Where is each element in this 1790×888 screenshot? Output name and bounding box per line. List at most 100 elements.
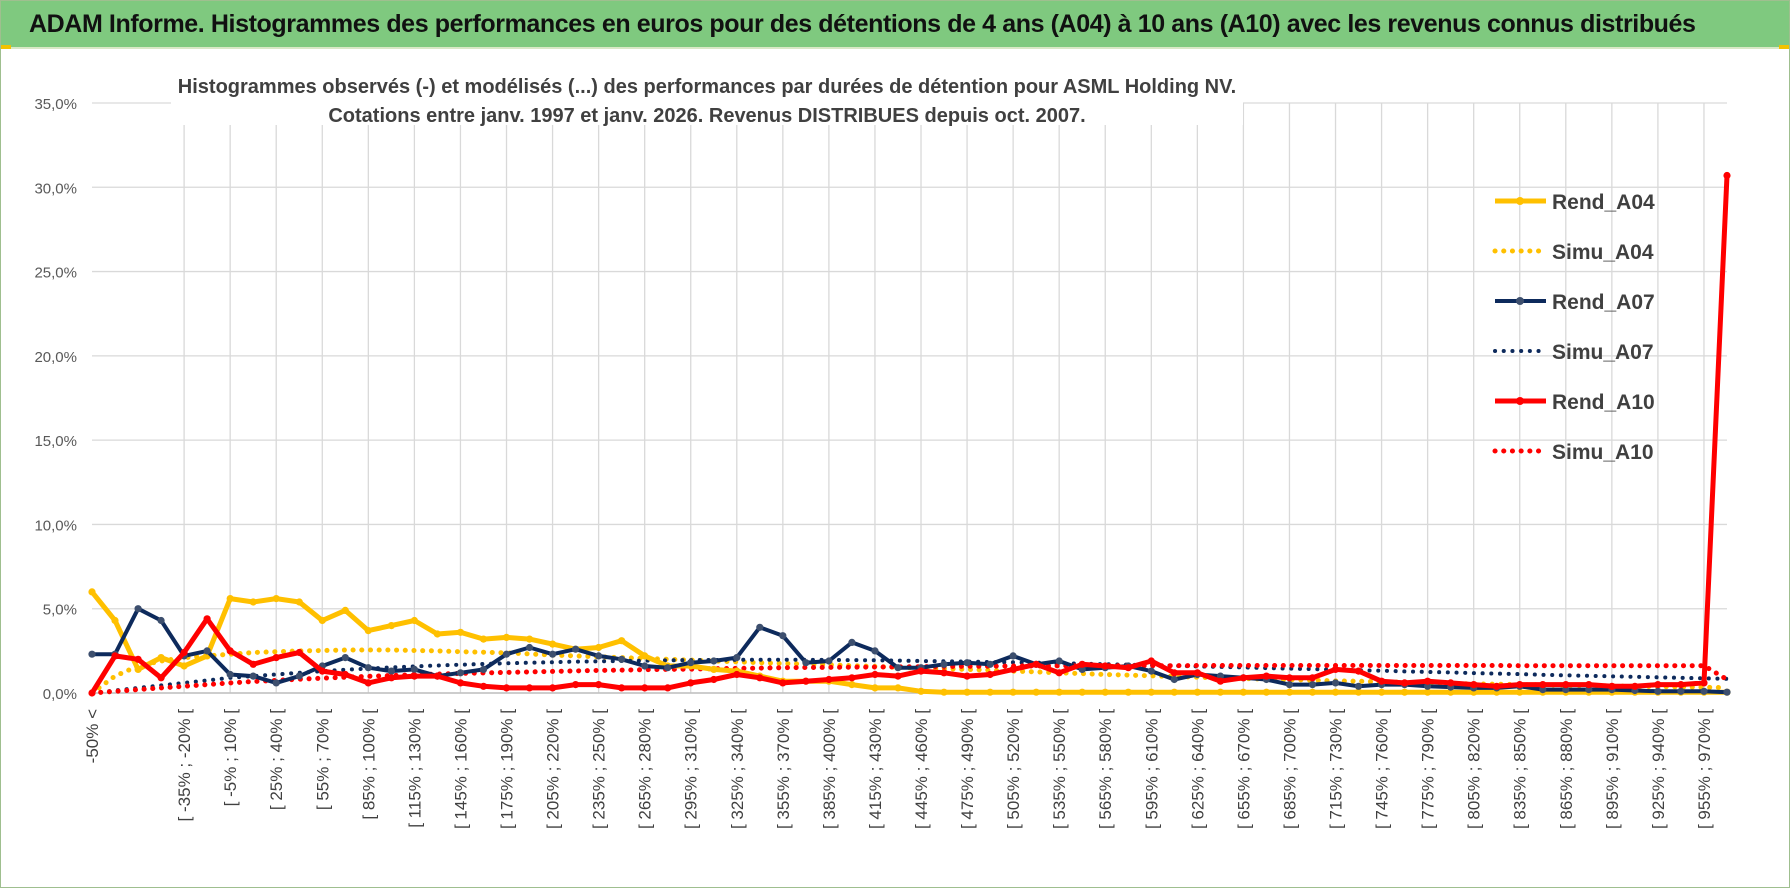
y-tick-label: 20,0% [34, 349, 77, 366]
data-point [1216, 677, 1224, 685]
report-title: ADAM Informe. Histogrammes des performan… [29, 10, 1696, 38]
y-tick-label: 25,0% [34, 265, 77, 282]
data-point [664, 684, 672, 692]
data-point [134, 605, 142, 613]
data-point [111, 616, 119, 625]
data-point [180, 662, 188, 670]
data-point [341, 670, 349, 679]
data-point [825, 675, 833, 684]
data-point [917, 667, 925, 675]
x-tick-label: [ 325% ; 340% [ [728, 709, 747, 829]
data-point [1055, 657, 1063, 665]
data-point [848, 681, 856, 689]
data-point [88, 689, 96, 697]
data-point [502, 684, 511, 692]
data-point [318, 667, 326, 675]
y-tick-label: 0,0% [43, 686, 77, 703]
x-tick-label: [ 505% ; 520% [ [1004, 709, 1023, 829]
data-point [157, 616, 165, 625]
x-tick-label: [ 55% ; 70% [ [313, 709, 332, 810]
data-point [733, 654, 741, 662]
data-point [1193, 669, 1201, 677]
x-tick-label: [ 595% ; 610% [ [1142, 709, 1161, 829]
data-point [940, 660, 948, 668]
data-point [710, 675, 718, 684]
data-point [1562, 681, 1570, 689]
histogram-chart: 0,0% 5,0% 10,0% 15,0% 20,0% 25,0% 30,0% 35,0% -… [34, 63, 1731, 829]
data-point [641, 652, 649, 660]
data-point [272, 595, 280, 603]
data-point [1147, 688, 1155, 696]
data-point [687, 659, 695, 667]
data-point [1401, 679, 1409, 687]
data-point [272, 679, 280, 687]
data-point [318, 616, 326, 625]
data-point [549, 650, 557, 658]
legend-marker [1516, 397, 1524, 405]
data-point [710, 665, 718, 674]
x-tick-label: [ 295% ; 310% [ [682, 709, 701, 829]
data-point [986, 688, 994, 696]
data-point [410, 665, 418, 674]
series-simu-a07 [90, 657, 1729, 695]
data-point [525, 635, 534, 643]
data-point [1585, 681, 1593, 689]
legend-item: Simu_A10 [1492, 441, 1654, 464]
data-point [456, 628, 465, 636]
x-tick-label: [ 445% ; 460% [ [912, 709, 931, 829]
data-point [1032, 660, 1040, 668]
data-point [1170, 669, 1178, 677]
series-line [90, 657, 1729, 695]
data-point [180, 648, 188, 657]
data-point [1193, 688, 1201, 696]
y-tick-label: 10,0% [34, 517, 77, 534]
x-tick-label: [ 865% ; 880% [ [1557, 709, 1576, 829]
data-point [1723, 688, 1731, 696]
data-point [756, 623, 764, 631]
x-tick-label: [ 895% ; 910% [ [1603, 709, 1622, 829]
data-point [1124, 688, 1132, 696]
data-point [1032, 688, 1040, 696]
data-point [1539, 681, 1547, 689]
data-point [572, 681, 580, 689]
data-point [249, 672, 257, 680]
data-point [364, 627, 372, 635]
data-point [1654, 681, 1662, 689]
data-point [1262, 688, 1270, 696]
data-point [549, 640, 557, 648]
data-point [802, 659, 810, 667]
x-tick-label: [ 955% ; 970% [ [1695, 709, 1714, 829]
legend-label: Simu_A04 [1552, 241, 1654, 264]
x-tick-label: [ 625% ; 640% [ [1188, 709, 1207, 829]
chart-title: Histogrammes observés (-) et modélisés (… [171, 63, 1243, 127]
data-point [203, 647, 211, 655]
data-point [871, 670, 879, 679]
data-point [1654, 687, 1662, 695]
x-tick-label: [ 565% ; 580% [ [1096, 709, 1115, 829]
data-point [1354, 667, 1363, 675]
data-point [226, 647, 234, 655]
data-point [1378, 677, 1386, 685]
data-point [595, 652, 603, 660]
legend-item: Simu_A07 [1493, 341, 1654, 364]
data-point [157, 654, 165, 662]
x-tick-label: [ 925% ; 940% [ [1649, 709, 1668, 829]
data-point [1308, 674, 1317, 682]
data-point [387, 667, 395, 675]
x-tick-label: [ 115% ; 130% [ [405, 709, 424, 828]
data-point [825, 657, 833, 665]
data-point [894, 664, 902, 672]
data-point [433, 630, 441, 638]
data-point [1170, 688, 1178, 696]
data-point [479, 682, 488, 690]
y-tick-label: 30,0% [34, 180, 77, 197]
data-point [963, 659, 971, 667]
data-point [549, 684, 557, 692]
x-tick-label: [ 235% ; 250% [ [590, 709, 609, 829]
data-point [1009, 652, 1017, 660]
data-point [1009, 665, 1017, 674]
data-point [1285, 674, 1294, 682]
x-tick-label: [ -5% ; 10% [ [221, 709, 240, 807]
x-axis: -50% < [ -35% ; -20% [[ -5% ; 10% [[ 25% … [83, 709, 1714, 829]
data-point [1055, 669, 1063, 677]
